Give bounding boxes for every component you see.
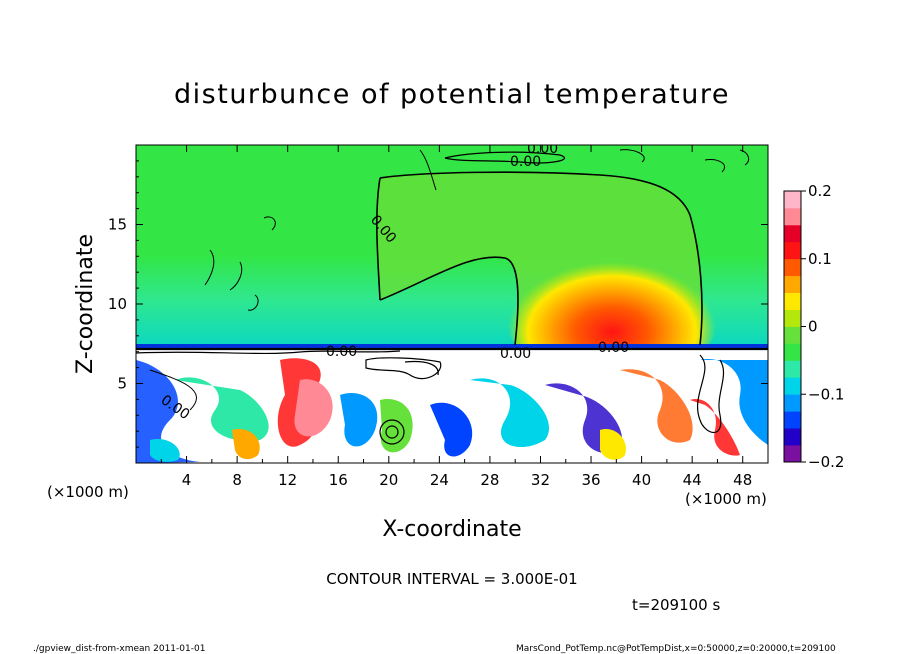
chart-title: disturbunce of potential temperature: [174, 79, 730, 110]
y-axis-title: Z-coordinate: [73, 234, 98, 374]
colorbar-segment: [784, 428, 801, 446]
colorbar-segment: [784, 326, 801, 344]
colorbar-segment: [784, 411, 801, 429]
colorbar-tick-label: 0: [808, 318, 818, 336]
footer-right: MarsCond_PotTemp.nc@PotTempDist,x=0:5000…: [516, 644, 836, 654]
colorbar-segment: [784, 292, 801, 310]
colorbar-segment: [784, 258, 801, 277]
colorbar-segment: [784, 241, 801, 260]
colorbar-tick-label: 0.2: [808, 182, 832, 200]
y-tick-label: 10: [108, 295, 127, 313]
x-tick-label: 40: [632, 471, 651, 489]
colorbar-segment: [784, 309, 801, 327]
x-tick-label: 48: [733, 471, 752, 489]
contour-lines: [136, 149, 768, 445]
plot-field: 0.00 0.00 0.00 0.00 0.00 0.00 0.00: [136, 141, 768, 463]
time-label: t=209100 s: [632, 596, 720, 614]
x-axis: 4 8 12 16 20 24 28 32 36 40 44 48: [160, 145, 769, 489]
contour-label: 0.00: [510, 154, 541, 170]
colorbar-segment: [784, 394, 801, 412]
colorbar-segment: [784, 191, 801, 209]
footer-left: ./gpview_dist-from-xmean 2011-01-01: [33, 644, 205, 654]
x-tick-label: 24: [430, 471, 449, 489]
y-axis: 5 10 15: [108, 160, 768, 448]
x-tick-label: 8: [232, 471, 242, 489]
contour-label: 0.00: [326, 344, 357, 360]
colorbar-segment: [784, 377, 801, 395]
colorbar-segment: [784, 445, 801, 463]
x-tick-label: 44: [683, 471, 702, 489]
x-tick-label: 4: [182, 471, 192, 489]
x-axis-title: X-coordinate: [382, 517, 521, 542]
contour-label: 0.00: [527, 141, 558, 157]
x-tick-label: 36: [581, 471, 600, 489]
colorbar-segment: [784, 207, 801, 226]
contour-label: 0.00: [598, 340, 629, 356]
x-tick-label: 28: [480, 471, 499, 489]
x-tick-label: 20: [379, 471, 398, 489]
colorbar-segment: [784, 360, 801, 378]
x-unit-label: (×1000 m): [47, 483, 129, 501]
colorbar: 0.2 0.1 0 −0.1 −0.2: [783, 182, 844, 471]
y-tick-label: 5: [117, 375, 127, 393]
x-tick-label: 12: [278, 471, 297, 489]
colorbar-tick-label: −0.1: [808, 385, 844, 403]
y-tick-label: 15: [108, 216, 127, 234]
colorbar-segment: [784, 275, 801, 294]
colorbar-segment: [784, 343, 801, 361]
colorbar-tick-label: −0.2: [808, 453, 844, 471]
x-tick-label: 16: [329, 471, 348, 489]
x-tick-label: 32: [531, 471, 550, 489]
colorbar-segment: [784, 224, 801, 243]
y-unit-label: (×1000 m): [685, 490, 767, 508]
colorbar-tick-label: 0.1: [808, 250, 832, 268]
field-inversion: [136, 344, 768, 350]
contour-label: 0.00: [500, 346, 531, 362]
contour-interval-text: CONTOUR INTERVAL = 3.000E-01: [326, 570, 577, 588]
